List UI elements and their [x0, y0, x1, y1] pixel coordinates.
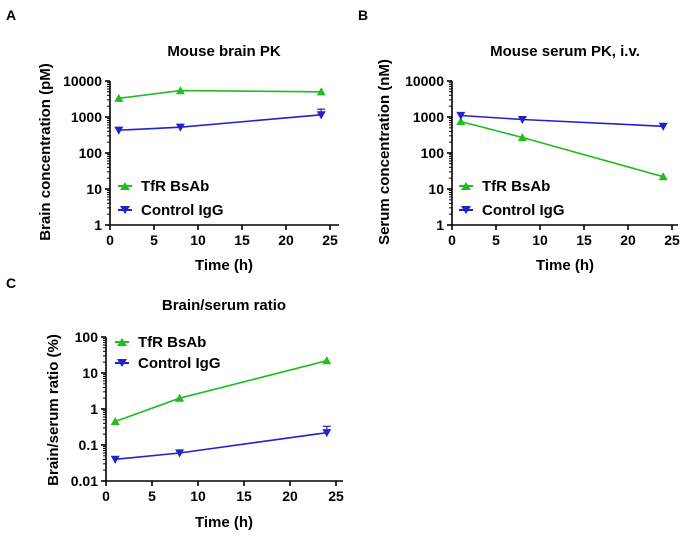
- panel-c-legend: TfR BsAb Control IgG: [115, 334, 221, 372]
- data-point-tfr-bsab: [175, 86, 185, 95]
- panel-a-xlabel: Time (h): [195, 257, 253, 274]
- legend-label-tfr-bsab: TfR BsAb: [482, 178, 550, 195]
- data-point-control-igg: [316, 111, 326, 120]
- data-point-control-igg: [456, 111, 466, 121]
- y-tick-label: 10: [82, 365, 98, 381]
- x-tick-label: 20: [282, 488, 298, 504]
- x-tick-label: 5: [150, 232, 158, 248]
- data-point-tfr-bsab: [517, 132, 527, 142]
- data-point-control-igg: [658, 122, 668, 131]
- x-tick-label: 15: [234, 232, 250, 248]
- panel-c-plot: [110, 356, 332, 464]
- legend-marker-tfr-bsab: [461, 182, 471, 190]
- panel-b-ylabel: Serum concentration (nM): [376, 59, 393, 245]
- panel-c-ticks: 0 5 10 15 20 25 0.01 0.1 1 10 100: [71, 329, 344, 504]
- data-point-control-igg: [322, 429, 332, 438]
- series-line-tfr-bsab: [460, 120, 664, 178]
- legend-marker-control-igg: [120, 206, 130, 214]
- y-tick-label: 10000: [405, 73, 444, 89]
- series-line-control-igg: [115, 431, 327, 461]
- legend-label-control-igg: Control IgG: [138, 355, 221, 372]
- y-tick-label: 0.1: [79, 437, 99, 453]
- legend-label-tfr-bsab: TfR BsAb: [141, 178, 209, 195]
- legend-label-control-igg: Control IgG: [482, 202, 565, 219]
- x-tick-label: 0: [102, 488, 110, 504]
- data-point-tfr-bsab: [322, 356, 332, 365]
- panel-a: A Mouse brain PK Brain concentration (pM…: [6, 7, 339, 274]
- x-tick-label: 20: [620, 232, 636, 248]
- panel-c-xlabel: Time (h): [195, 514, 253, 531]
- panel-b-title: Mouse serum PK, i.v.: [490, 43, 640, 60]
- x-tick-label: 10: [190, 488, 206, 504]
- y-tick-label: 100: [75, 329, 99, 345]
- panel-a-legend: TfR BsAb Control IgG: [118, 178, 224, 219]
- panel-a-ticks: 0 5 10 15 20 25 1 10 100 1000 10000: [63, 73, 338, 248]
- data-point-tfr-bsab: [175, 393, 185, 402]
- legend-marker-tfr-bsab: [120, 182, 130, 190]
- data-point-tfr-bsab: [456, 116, 466, 126]
- legend-label-control-igg: Control IgG: [141, 202, 224, 219]
- y-tick-label: 1000: [413, 109, 444, 125]
- data-point-control-igg: [175, 123, 185, 132]
- data-point-control-igg: [110, 455, 120, 464]
- y-tick-label: 100: [79, 145, 103, 161]
- x-tick-label: 15: [236, 488, 252, 504]
- data-point-tfr-bsab: [110, 416, 120, 426]
- panel-letter-c: C: [6, 275, 16, 291]
- y-tick-label: 10: [86, 181, 102, 197]
- legend-label-tfr-bsab: TfR BsAb: [138, 334, 206, 351]
- data-point-tfr-bsab: [658, 172, 668, 181]
- y-tick-label: 1000: [71, 109, 102, 125]
- x-tick-label: 0: [448, 232, 456, 248]
- x-tick-label: 5: [492, 232, 500, 248]
- series-line-control-igg: [118, 114, 322, 131]
- y-tick-label: 100: [421, 145, 445, 161]
- panel-a-title: Mouse brain PK: [167, 43, 281, 60]
- panel-letter-b: B: [358, 7, 368, 23]
- y-tick-label: 10000: [63, 73, 102, 89]
- data-point-control-igg: [175, 449, 185, 458]
- panel-b-plot: [456, 111, 668, 181]
- series-line-control-igg: [460, 114, 664, 128]
- y-tick-label: 0.01: [71, 473, 98, 489]
- panel-c-title: Brain/serum ratio: [162, 297, 286, 314]
- y-tick-label: 10: [428, 181, 444, 197]
- data-point-tfr-bsab: [316, 87, 326, 96]
- panel-b-ticks: 0 5 10 15 20 25 1 10 100 1000 10000: [405, 73, 680, 248]
- panel-b-xlabel: Time (h): [536, 257, 594, 274]
- x-tick-label: 10: [190, 232, 206, 248]
- x-tick-label: 25: [328, 488, 344, 504]
- panel-c: C Brain/serum ratio Brain/serum ratio (%…: [6, 275, 344, 531]
- legend-marker-control-igg: [117, 359, 127, 367]
- y-tick-label: 1: [90, 401, 98, 417]
- x-tick-label: 10: [532, 232, 548, 248]
- y-tick-label: 1: [94, 217, 102, 233]
- x-tick-label: 0: [106, 232, 114, 248]
- x-tick-label: 25: [664, 232, 680, 248]
- legend-marker-control-igg: [461, 206, 471, 214]
- data-point-control-igg: [114, 126, 124, 135]
- panel-letter-a: A: [6, 7, 16, 23]
- x-tick-label: 5: [148, 488, 156, 504]
- panel-b: B Mouse serum PK, i.v. Serum concentrati…: [358, 7, 680, 274]
- y-tick-label: 1: [436, 217, 444, 233]
- series-line-tfr-bsab: [118, 89, 322, 100]
- legend-marker-tfr-bsab: [117, 338, 127, 346]
- x-tick-label: 20: [278, 232, 294, 248]
- data-point-control-igg: [517, 115, 527, 125]
- panel-a-ylabel: Brain concentration (pM): [37, 63, 54, 241]
- x-tick-label: 25: [322, 232, 338, 248]
- data-point-tfr-bsab: [114, 93, 124, 102]
- panel-b-legend: TfR BsAb Control IgG: [459, 178, 565, 219]
- x-tick-label: 15: [576, 232, 592, 248]
- panel-c-ylabel: Brain/serum ratio (%): [45, 334, 62, 486]
- panel-a-plot: [114, 86, 326, 135]
